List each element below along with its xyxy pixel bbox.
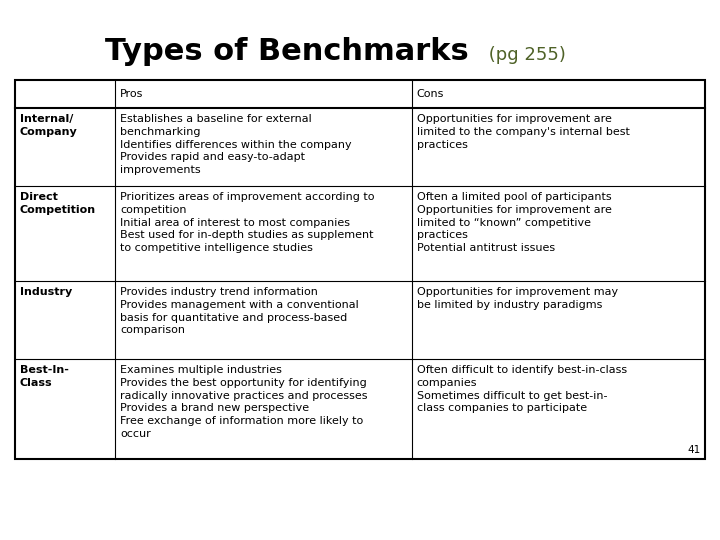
Text: 41: 41	[688, 445, 701, 455]
Text: Often difficult to identify best-in-class
companies
Sometimes difficult to get b: Often difficult to identify best-in-clas…	[417, 365, 627, 414]
Text: (pg 255): (pg 255)	[483, 46, 566, 64]
Text: Often a limited pool of participants
Opportunities for improvement are
limited t: Often a limited pool of participants Opp…	[417, 192, 611, 253]
Text: Internal/
Company: Internal/ Company	[20, 114, 78, 137]
Text: Provides industry trend information
Provides management with a conventional
basi: Provides industry trend information Prov…	[120, 287, 359, 335]
Text: Types of Benchmarks: Types of Benchmarks	[105, 37, 469, 66]
Text: Direct
Competition: Direct Competition	[20, 192, 96, 215]
Text: Industry: Industry	[20, 287, 72, 297]
Text: Cons: Cons	[417, 89, 444, 99]
Bar	[15, 80, 705, 459]
Text: Establishes a baseline for external
benchmarking
Identifies differences within t: Establishes a baseline for external benc…	[120, 114, 351, 175]
Text: Examines multiple industries
Provides the best opportunity for identifying
radic: Examines multiple industries Provides th…	[120, 365, 367, 439]
Text: Opportunities for improvement may
be limited by industry paradigms: Opportunities for improvement may be lim…	[417, 287, 618, 310]
Text: Best-In-
Class: Best-In- Class	[20, 365, 69, 388]
Text: Opportunities for improvement are
limited to the company's internal best
practic: Opportunities for improvement are limite…	[417, 114, 629, 150]
Text: Pros: Pros	[120, 89, 143, 99]
Text: Prioritizes areas of improvement according to
competition
Initial area of intere: Prioritizes areas of improvement accordi…	[120, 192, 374, 253]
